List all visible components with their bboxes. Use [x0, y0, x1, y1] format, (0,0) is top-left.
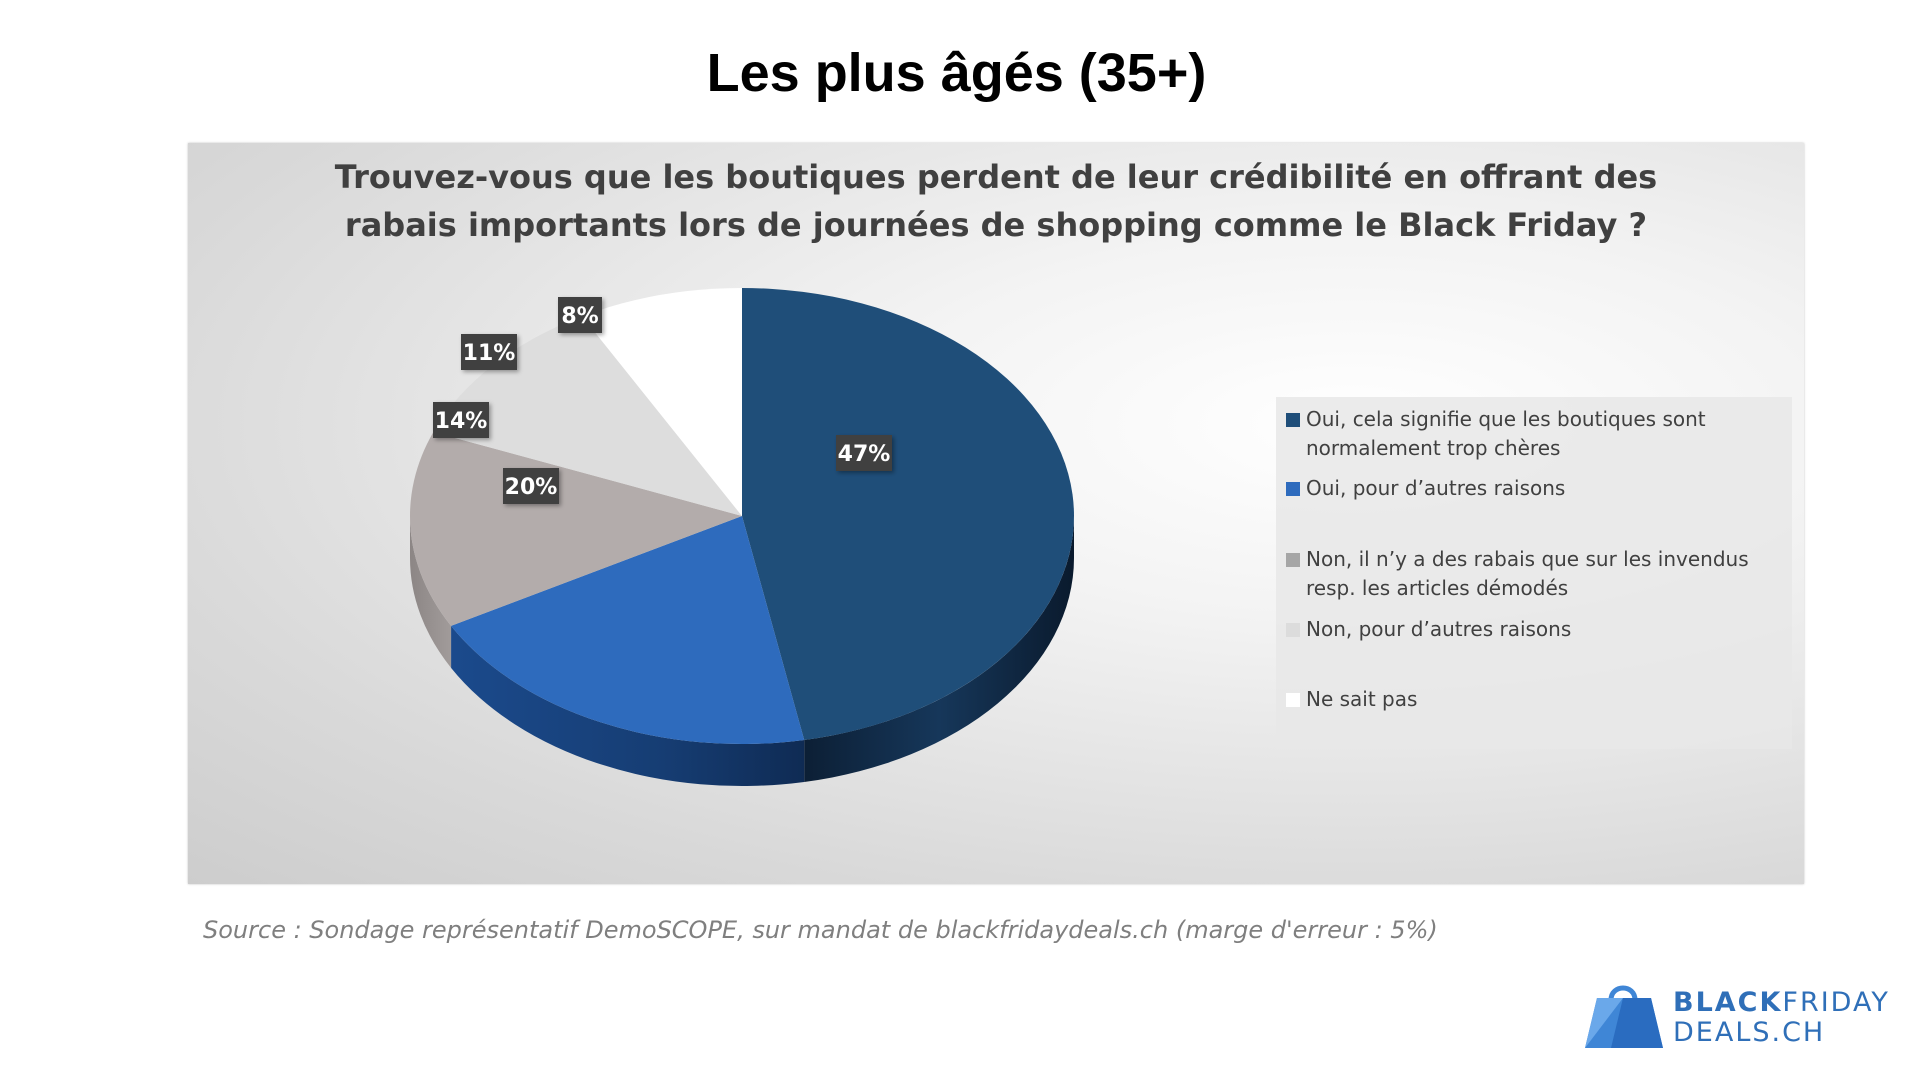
legend-swatch-ne-sait-pas — [1286, 693, 1300, 707]
chart-title-line-2: rabais importants lors de journées de sh… — [344, 206, 1648, 244]
page-title: Les plus âgés (35+) — [706, 43, 1207, 103]
slice-20-percent-label-box — [503, 468, 559, 504]
logo-word-friday: FRIDAY — [1782, 987, 1890, 1018]
slice-11-percent-label-box — [461, 334, 517, 370]
slice-20-percent-side — [451, 625, 805, 786]
legend-swatch-oui-trop-cheres — [1286, 413, 1300, 427]
slice-14-percent — [410, 432, 742, 626]
slice-8-percent-label-text: 8% — [561, 304, 598, 329]
legend-item-oui-autres: Oui, pour d’autres raisons — [1286, 474, 1786, 503]
slice-20-percent-label: 20% — [503, 468, 559, 504]
legend-item-oui-trop-cheres: Oui, cela signifie que les boutiques son… — [1286, 405, 1786, 463]
slice-8-percent-label-box — [558, 297, 602, 333]
chart-title: Trouvez-vous que les boutiques perdent d… — [188, 153, 1804, 249]
logo-word-deals: DEALS.CH — [1673, 1017, 1826, 1048]
slice-11-percent-label-text: 11% — [463, 341, 516, 366]
logo-text: BLACKFRIDAY DEALS.CH — [1673, 988, 1890, 1048]
slice-47-percent-label: 47% — [836, 435, 892, 471]
chart-panel: Trouvez-vous que les boutiques perdent d… — [188, 143, 1804, 884]
slice-14-percent-label-text: 14% — [435, 409, 488, 434]
legend-item-ne-sait-pas: Ne sait pas — [1286, 685, 1786, 714]
slice-47-percent-label-box — [836, 435, 892, 471]
chart-title-line-1: Trouvez-vous que les boutiques perdent d… — [334, 158, 1658, 196]
slice-14-percent-label-box — [433, 402, 489, 438]
source-note: Source : Sondage représentatif DemoSCOPE… — [203, 916, 1438, 944]
legend-swatch-non-autres — [1286, 623, 1300, 637]
pie-tops — [410, 288, 1074, 744]
legend-swatch-oui-autres — [1286, 482, 1300, 496]
legend-label-ne-sait-pas: Ne sait pas — [1306, 687, 1418, 711]
legend-item-non-invendus: Non, il n’y a des rabais que sur les inv… — [1286, 545, 1786, 603]
pie-labels: 47% 20% 14% 11% 8% — [433, 297, 892, 504]
slice-14-percent-label: 14% — [433, 402, 489, 438]
legend-label-non-autres: Non, pour d’autres raisons — [1306, 617, 1572, 641]
legend-item-non-autres: Non, pour d’autres raisons — [1286, 615, 1786, 644]
logo-word-black: BLACK — [1673, 987, 1783, 1018]
slice-20-percent — [451, 516, 805, 744]
slice-47-percent-side — [804, 516, 1074, 782]
pie-sides — [410, 516, 1074, 786]
slice-20-percent-label-text: 20% — [505, 475, 558, 500]
legend-label-oui-trop-cheres: Oui, cela signifie que les boutiques son… — [1306, 407, 1706, 460]
pie-chart: 47% 20% 14% 11% 8% — [410, 288, 1074, 786]
blackfridaydeals-logo: BLACKFRIDAY DEALS.CH — [1583, 980, 1888, 1050]
legend-label-non-invendus: Non, il n’y a des rabais que sur les inv… — [1306, 547, 1749, 600]
slice-11-percent-label: 11% — [461, 334, 517, 370]
slice-8-percent-label: 8% — [558, 297, 602, 333]
slice-47-percent-label-text: 47% — [838, 442, 891, 467]
slice-47-percent — [742, 288, 1074, 740]
legend: Oui, cela signifie que les boutiques son… — [1276, 397, 1792, 749]
slice-14-percent-side — [410, 516, 452, 668]
legend-swatch-non-invendus — [1286, 553, 1300, 567]
shopping-bag-icon — [1585, 985, 1663, 1048]
legend-label-oui-autres: Oui, pour d’autres raisons — [1306, 476, 1566, 500]
slice-8-percent — [582, 288, 742, 516]
